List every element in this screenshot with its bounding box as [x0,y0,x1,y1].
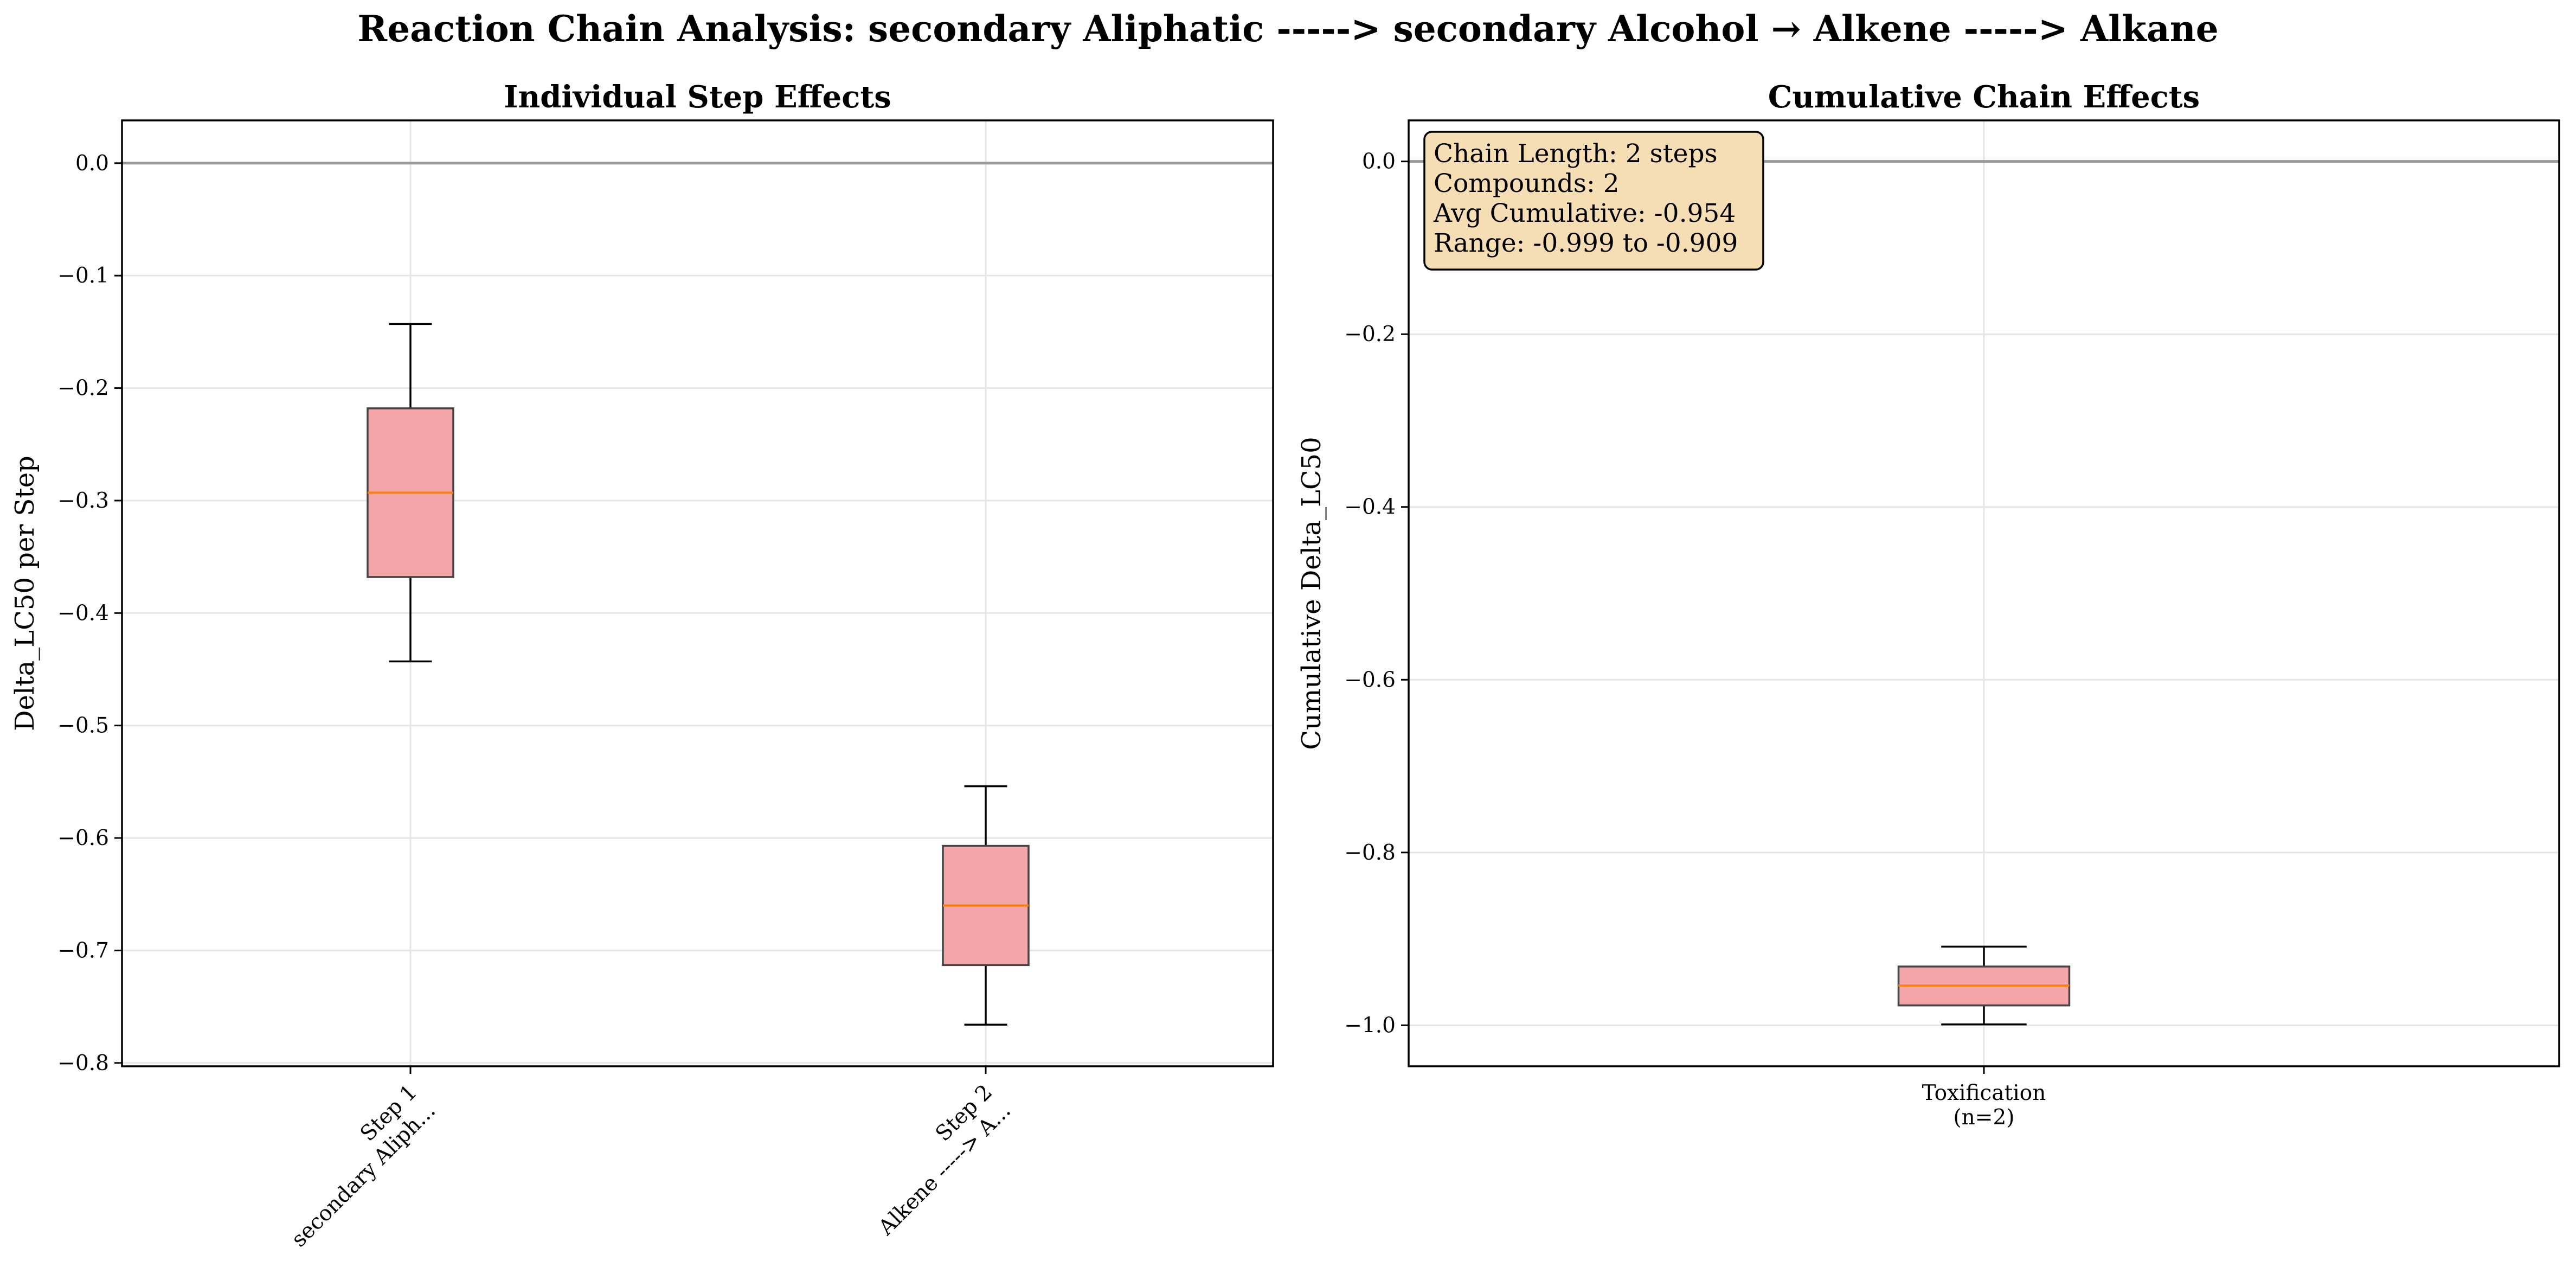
subplot-title: Cumulative Chain Effects [1768,79,2200,115]
y-tick-label: −1.0 [1344,1013,1396,1038]
annotation-line: Compounds: 2 [1434,169,1620,199]
y-tick-label: 0.0 [75,151,109,176]
y-tick-label: −0.5 [57,714,109,738]
annotation-line: Range: -0.999 to -0.909 [1434,228,1738,258]
subplot-title: Individual Step Effects [504,79,891,115]
figure-suptitle: Reaction Chain Analysis: secondary Aliph… [357,8,2219,50]
axes-frame [121,119,1274,1067]
annotation-box [1423,131,1764,271]
y-tick-label: 0.0 [1362,150,1396,174]
annotation-line: Chain Length: 2 steps [1434,139,1718,169]
y-tick-label: −0.3 [57,489,109,513]
box-1 [367,323,454,663]
y-axis-label: Delta_LC50 per Step [10,456,40,731]
x-tick-label-line2: (n=2) [1953,1105,2014,1130]
y-tick-label: −0.2 [1344,322,1396,347]
plot-panel-2: 0.0 −0.2 −0.4 −0.6 −0.8 −1.0 Toxification(n=2)… [1296,79,2560,1130]
annotation-line: Avg Cumulative: -0.954 [1433,199,1736,228]
y-tick-label: −0.6 [1344,668,1396,692]
plot-panel-1: 0.0 −0.1 −0.2 −0.3 −0.4 −0.5 −0.6 −0.7 −0.8 Step … [10,79,1274,1252]
y-tick-label: −0.7 [57,938,109,963]
y-tick-label: −0.6 [57,826,109,850]
x-tick-label-line1: Toxification [1922,1081,2046,1105]
y-tick-label: −0.8 [57,1051,109,1076]
y-tick-label: −0.1 [57,264,109,288]
y-tick-label: −0.4 [57,601,109,625]
y-tick-label: −0.2 [57,376,109,401]
y-tick-label: −0.4 [1344,495,1396,520]
box-2 [942,785,1030,1026]
box-1 [1897,945,2071,1026]
y-axis-label: Cumulative Delta_LC50 [1296,437,1327,750]
y-tick-label: −0.8 [1344,841,1396,865]
